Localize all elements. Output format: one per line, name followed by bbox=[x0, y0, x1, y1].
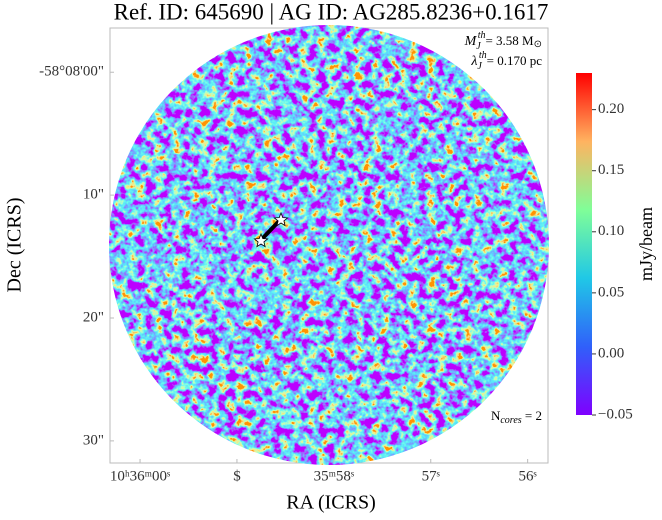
x-tick-label: 57ˢ bbox=[422, 468, 440, 484]
colorbar-tick-label: 0.10 bbox=[598, 223, 624, 239]
x-axis-label: RA (ICRS) bbox=[286, 492, 375, 514]
text: J bbox=[477, 61, 482, 72]
y-tick-label: 10" bbox=[83, 187, 104, 203]
text: = 3.58 M bbox=[485, 33, 534, 48]
y-axis-label: Dec (ICRS) bbox=[4, 198, 26, 293]
x-tick-label: 10ʰ36ᵐ00ˢ bbox=[110, 468, 170, 484]
text: M bbox=[464, 34, 478, 49]
text: λ bbox=[470, 54, 477, 69]
colorbar-tick-label: 0.15 bbox=[598, 162, 624, 178]
colorbar-tick-label: 0.05 bbox=[598, 284, 624, 300]
colorbar-label: mJy/beam bbox=[636, 207, 656, 281]
intensity-map bbox=[109, 25, 549, 465]
y-tick-label: -58°08'00" bbox=[39, 64, 104, 80]
colorbar-tick-label: 0.20 bbox=[598, 101, 624, 117]
text: cores bbox=[500, 415, 521, 426]
text: ⊙ bbox=[534, 39, 542, 50]
mass-annotation: MJth= 3.58 M⊙ bbox=[464, 30, 542, 52]
length-annotation: λJth= 0.170 pc bbox=[470, 50, 542, 72]
core-star bbox=[273, 211, 289, 227]
text: th bbox=[478, 30, 486, 41]
cores-annotation: Ncores = 2 bbox=[491, 408, 542, 426]
text: N bbox=[491, 408, 501, 423]
colorbar-tick-label: 0.00 bbox=[598, 345, 624, 361]
text: th bbox=[479, 50, 487, 61]
x-tick-label: 35ᵐ58ˢ bbox=[314, 468, 355, 484]
colorbar-tick-label: −0.05 bbox=[598, 406, 633, 422]
x-tick-label: 56ˢ bbox=[519, 468, 537, 484]
map bbox=[109, 25, 549, 465]
x-tick-label: $ bbox=[233, 468, 241, 484]
text: = 2 bbox=[522, 408, 542, 423]
chart-title: Ref. ID: 645690 | AG ID: AG285.8236+0.16… bbox=[114, 0, 549, 24]
y-tick-label: 20" bbox=[83, 309, 104, 325]
colorbar bbox=[576, 73, 592, 415]
y-tick-label: 30" bbox=[83, 432, 104, 448]
text: = 0.170 pc bbox=[487, 53, 543, 68]
text: J bbox=[476, 41, 481, 52]
core-star bbox=[253, 232, 269, 248]
